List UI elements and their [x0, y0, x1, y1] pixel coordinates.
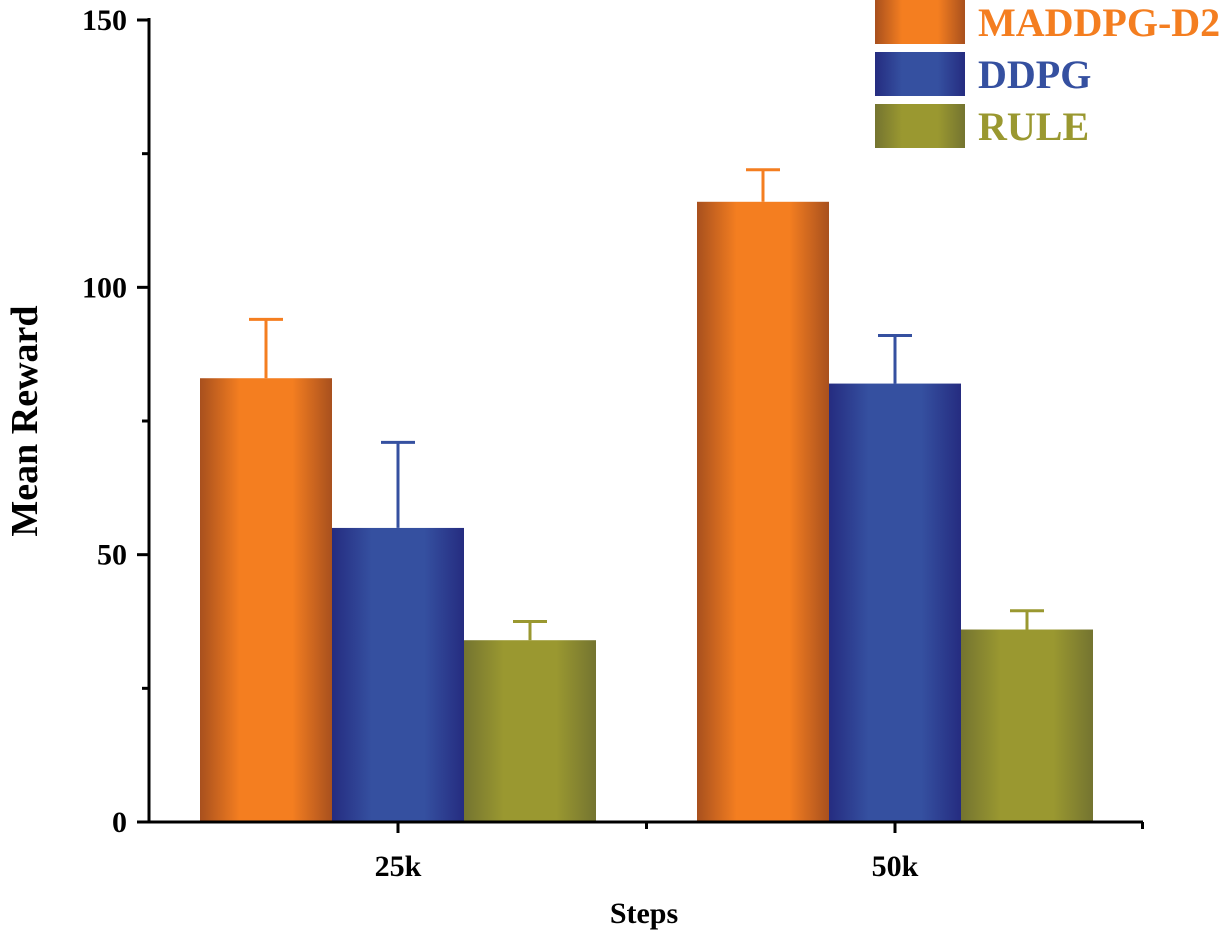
bar — [464, 640, 596, 822]
legend-label: MADDPG-D2 — [978, 0, 1220, 45]
bar — [829, 383, 961, 822]
bar — [961, 629, 1093, 822]
y-tick-label: 0 — [112, 806, 127, 839]
legend-label: RULE — [978, 104, 1089, 149]
y-tick-label: 50 — [97, 539, 127, 572]
x-axis-title: Steps — [610, 897, 678, 930]
legend-swatch — [875, 52, 965, 96]
legend-swatch — [875, 0, 965, 44]
legend: MADDPG-D2 DDPG RULE — [875, 0, 1220, 149]
bars-layer — [200, 168, 1093, 822]
bar — [200, 378, 332, 822]
legend-swatch — [875, 104, 965, 148]
y-axis-title: Mean Reward — [4, 305, 46, 536]
legend-label: DDPG — [978, 52, 1091, 97]
ticks-layer: 0 50 100 150 25k 50k — [82, 4, 1145, 883]
y-tick-label: 150 — [82, 4, 127, 37]
bar — [332, 527, 464, 822]
y-tick-label: 100 — [82, 271, 127, 304]
bar — [697, 201, 829, 822]
x-tick-label: 50k — [872, 850, 919, 883]
x-tick-label: 25k — [375, 850, 422, 883]
